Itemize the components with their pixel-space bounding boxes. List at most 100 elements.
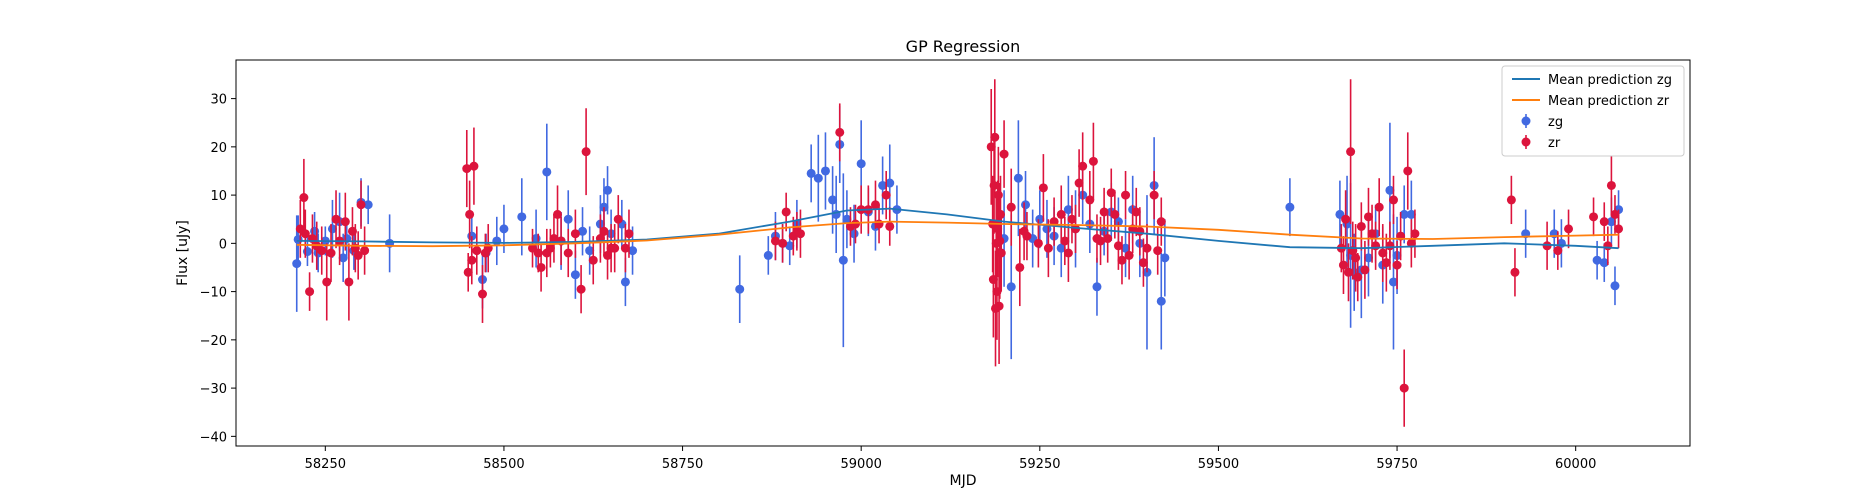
zr-point — [1124, 250, 1134, 260]
zr-point — [1078, 161, 1088, 171]
y-tick-label: −40 — [200, 430, 227, 445]
zg-point — [1063, 205, 1073, 215]
x-axis-label: MJD — [950, 473, 977, 489]
zg-point — [878, 180, 888, 190]
zr-point — [356, 200, 366, 210]
zr-point — [1399, 383, 1409, 393]
zr-point — [322, 277, 332, 287]
y-tick-label: −10 — [200, 286, 227, 301]
zr-point — [1099, 207, 1109, 217]
zr-point — [1346, 147, 1356, 157]
zg-point — [806, 168, 816, 178]
zr-point — [1353, 272, 1363, 282]
zr-point — [1356, 221, 1366, 231]
legend-marker-swatch — [1521, 137, 1531, 147]
x-tick-label: 59250 — [1019, 457, 1060, 472]
zr-point — [1106, 188, 1116, 198]
zr-point — [1067, 214, 1077, 224]
x-tick-label: 59000 — [841, 457, 882, 472]
zg-point — [885, 178, 895, 188]
zr-point — [1063, 248, 1073, 258]
zr-point — [472, 246, 482, 256]
x-tick-label: 58250 — [305, 457, 346, 472]
zr-point — [1022, 231, 1032, 241]
zr-point — [781, 207, 791, 217]
mean-prediction-lines — [296, 207, 1619, 250]
y-tick-label: 30 — [210, 93, 227, 108]
zg-point — [856, 159, 866, 169]
zg-point — [293, 234, 303, 244]
zg-point — [499, 224, 509, 234]
zr-point — [1363, 212, 1373, 222]
zr-point — [576, 284, 586, 294]
x-tick-label: 59750 — [1376, 457, 1417, 472]
zg-point — [820, 166, 830, 176]
zr-point — [1564, 224, 1574, 234]
zr-point — [1367, 229, 1377, 239]
zg-point — [828, 195, 838, 205]
mean-prediction-zg-line — [296, 207, 1619, 250]
zr-point — [990, 132, 1000, 142]
zg-point — [763, 250, 773, 260]
zr-point — [994, 301, 1004, 311]
zg-point — [1160, 253, 1170, 263]
zg-point — [1599, 258, 1609, 268]
zr-point — [300, 229, 310, 239]
zr-point — [1614, 224, 1624, 234]
zr-point — [885, 221, 895, 231]
zr-point — [305, 287, 315, 297]
zr-point — [1149, 190, 1159, 200]
zg-point — [1399, 209, 1409, 219]
zr-point — [1351, 253, 1361, 263]
zr-point — [1135, 226, 1145, 236]
zg-point — [620, 277, 630, 287]
zr-point — [353, 250, 363, 260]
zg-point — [1388, 277, 1398, 287]
zr-point — [463, 267, 473, 277]
zr-point — [1388, 195, 1398, 205]
zg-point — [1021, 200, 1031, 210]
zg-point — [628, 246, 638, 256]
zr-point — [1385, 241, 1395, 251]
zr-point — [549, 234, 559, 244]
zg-point — [492, 236, 502, 246]
zr-point — [360, 246, 370, 256]
zg-point — [603, 185, 613, 195]
zr-point — [881, 190, 891, 200]
zr-point — [996, 248, 1006, 258]
x-tick-label: 58500 — [483, 457, 524, 472]
zr-point — [1006, 202, 1016, 212]
zg-point — [1592, 255, 1602, 265]
legend-label: zr — [1548, 136, 1561, 151]
zg-point — [1013, 173, 1023, 183]
zg-point — [563, 214, 573, 224]
zr-point — [1015, 262, 1025, 272]
zg-point — [338, 253, 348, 263]
zr-point — [778, 238, 788, 248]
zr-point — [462, 164, 472, 174]
zg-point — [1121, 243, 1131, 253]
y-tick-label: 20 — [210, 141, 227, 156]
chart-title: GP Regression — [906, 37, 1021, 56]
zr-point — [1589, 212, 1599, 222]
zg-point — [1092, 282, 1102, 292]
zr-point — [299, 193, 309, 203]
zr-point — [1510, 267, 1520, 277]
zr-point — [1341, 214, 1351, 224]
zg-point — [1606, 217, 1616, 227]
zr-point — [1131, 207, 1141, 217]
zg-point — [578, 226, 588, 236]
zr-point — [993, 190, 1003, 200]
zr-point — [870, 200, 880, 210]
zr-point — [599, 226, 609, 236]
zr-point — [1371, 241, 1381, 251]
zr-point — [1113, 241, 1123, 251]
zr-point — [331, 214, 341, 224]
zr-point — [1088, 156, 1098, 166]
zr-point — [1381, 258, 1391, 268]
zg-point — [302, 247, 312, 257]
zr-point — [563, 248, 573, 258]
legend-marker-swatch — [1521, 116, 1531, 126]
x-tick-label: 59500 — [1198, 457, 1239, 472]
